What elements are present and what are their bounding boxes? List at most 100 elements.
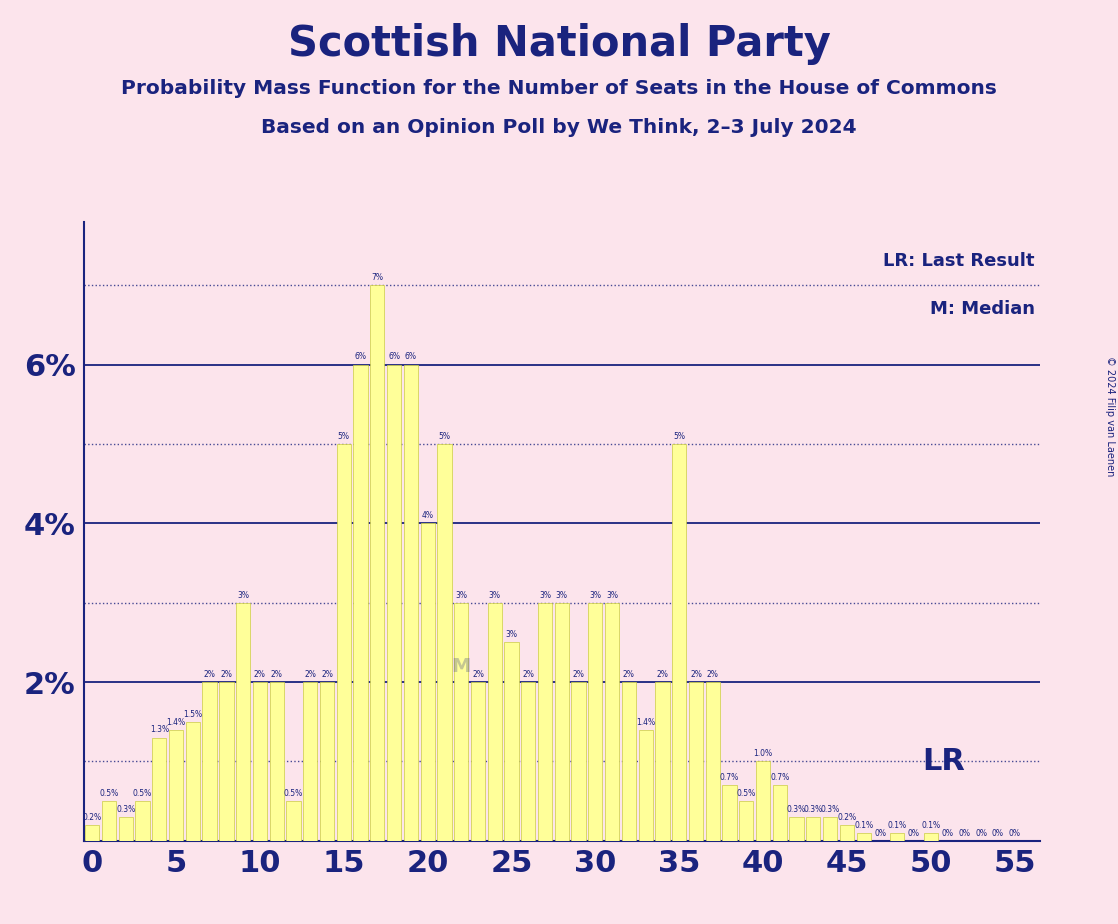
Bar: [85, 825, 100, 841]
Bar: [286, 801, 301, 841]
Text: 0.2%: 0.2%: [837, 813, 856, 821]
Bar: [521, 682, 536, 841]
Text: 0.3%: 0.3%: [116, 805, 135, 814]
Bar: [353, 365, 368, 841]
Text: Based on an Opinion Poll by We Think, 2–3 July 2024: Based on an Opinion Poll by We Think, 2–…: [262, 118, 856, 138]
Text: 5%: 5%: [438, 432, 451, 441]
Bar: [303, 682, 318, 841]
Text: 0.5%: 0.5%: [133, 789, 152, 798]
Bar: [337, 444, 351, 841]
Text: 2%: 2%: [623, 670, 635, 679]
Bar: [655, 682, 670, 841]
Text: 2%: 2%: [472, 670, 484, 679]
Bar: [923, 833, 938, 841]
Bar: [119, 817, 133, 841]
Text: 2%: 2%: [690, 670, 702, 679]
Text: LR: LR: [922, 747, 965, 776]
Text: 2%: 2%: [203, 670, 216, 679]
Bar: [588, 602, 603, 841]
Bar: [823, 817, 837, 841]
Text: 4%: 4%: [421, 511, 434, 520]
Text: 0.7%: 0.7%: [770, 773, 789, 782]
Text: © 2024 Filip van Laenen: © 2024 Filip van Laenen: [1106, 356, 1115, 476]
Bar: [253, 682, 267, 841]
Bar: [202, 682, 217, 841]
Bar: [722, 785, 737, 841]
Text: 0.3%: 0.3%: [787, 805, 806, 814]
Text: 1.4%: 1.4%: [167, 718, 186, 726]
Text: 0.5%: 0.5%: [284, 789, 303, 798]
Text: 7%: 7%: [371, 274, 383, 282]
Bar: [856, 833, 871, 841]
Bar: [370, 286, 385, 841]
Text: 3%: 3%: [505, 630, 518, 639]
Text: 0%: 0%: [975, 829, 987, 838]
Text: 3%: 3%: [489, 590, 501, 600]
Bar: [186, 722, 200, 841]
Text: 2%: 2%: [220, 670, 233, 679]
Bar: [420, 523, 435, 841]
Bar: [705, 682, 720, 841]
Bar: [638, 730, 653, 841]
Text: 6%: 6%: [405, 352, 417, 361]
Text: 6%: 6%: [354, 352, 367, 361]
Bar: [487, 602, 502, 841]
Text: 0%: 0%: [1008, 829, 1021, 838]
Bar: [672, 444, 686, 841]
Text: 3%: 3%: [455, 590, 467, 600]
Bar: [437, 444, 452, 841]
Text: 1.0%: 1.0%: [754, 749, 773, 759]
Text: 0%: 0%: [941, 829, 954, 838]
Text: 0%: 0%: [958, 829, 970, 838]
Text: 3%: 3%: [237, 590, 249, 600]
Bar: [102, 801, 116, 841]
Bar: [840, 825, 854, 841]
Text: Scottish National Party: Scottish National Party: [287, 23, 831, 65]
Text: 3%: 3%: [589, 590, 601, 600]
Bar: [169, 730, 183, 841]
Text: 0.3%: 0.3%: [821, 805, 840, 814]
Bar: [504, 642, 519, 841]
Text: 2%: 2%: [572, 670, 585, 679]
Text: 3%: 3%: [606, 590, 618, 600]
Text: M: M: [452, 657, 471, 675]
Text: 0%: 0%: [908, 829, 920, 838]
Bar: [320, 682, 334, 841]
Text: 2%: 2%: [271, 670, 283, 679]
Text: 0.5%: 0.5%: [100, 789, 119, 798]
Bar: [219, 682, 234, 841]
Text: 0.3%: 0.3%: [804, 805, 823, 814]
Text: 3%: 3%: [539, 590, 551, 600]
Text: 2%: 2%: [707, 670, 719, 679]
Bar: [454, 602, 468, 841]
Text: 1.5%: 1.5%: [183, 710, 202, 719]
Bar: [269, 682, 284, 841]
Bar: [236, 602, 250, 841]
Text: 0.5%: 0.5%: [737, 789, 756, 798]
Bar: [555, 602, 569, 841]
Text: 0.1%: 0.1%: [921, 821, 940, 830]
Bar: [739, 801, 754, 841]
Text: 6%: 6%: [388, 352, 400, 361]
Bar: [387, 365, 401, 841]
Bar: [622, 682, 636, 841]
Bar: [404, 365, 418, 841]
Bar: [806, 817, 821, 841]
Text: 2%: 2%: [522, 670, 534, 679]
Bar: [471, 682, 485, 841]
Text: 0.1%: 0.1%: [888, 821, 907, 830]
Bar: [152, 737, 167, 841]
Bar: [756, 761, 770, 841]
Text: 0%: 0%: [874, 829, 887, 838]
Text: M: Median: M: Median: [930, 300, 1035, 318]
Text: 0%: 0%: [992, 829, 1004, 838]
Bar: [689, 682, 703, 841]
Text: 5%: 5%: [338, 432, 350, 441]
Text: LR: Last Result: LR: Last Result: [883, 252, 1035, 271]
Text: 2%: 2%: [254, 670, 266, 679]
Bar: [890, 833, 904, 841]
Text: 2%: 2%: [304, 670, 316, 679]
Text: 1.3%: 1.3%: [150, 725, 169, 735]
Bar: [773, 785, 787, 841]
Text: 5%: 5%: [673, 432, 685, 441]
